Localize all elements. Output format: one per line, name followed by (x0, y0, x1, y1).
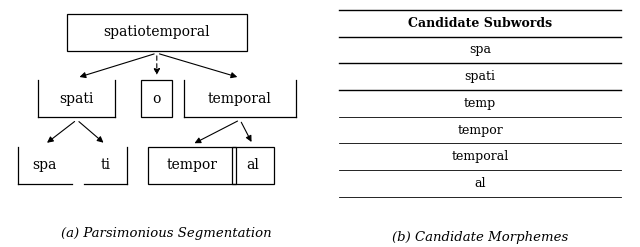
Bar (141, 80, 172, 117)
Bar (148, 147, 236, 184)
Text: spa: spa (33, 159, 57, 172)
Bar (232, 147, 274, 184)
Text: tempor: tempor (457, 124, 503, 137)
Text: ti: ti (100, 159, 111, 172)
Text: (a) Parsimonious Segmentation: (a) Parsimonious Segmentation (61, 226, 272, 240)
Text: spati: spati (60, 92, 94, 106)
Text: temporal: temporal (208, 92, 272, 106)
Text: temporal: temporal (451, 150, 509, 163)
Text: Candidate Subwords: Candidate Subwords (408, 17, 552, 30)
Text: spati: spati (465, 70, 495, 83)
Text: tempor: tempor (166, 159, 218, 172)
Text: spa: spa (469, 43, 491, 56)
Text: al: al (474, 177, 486, 190)
Text: al: al (246, 159, 259, 172)
Bar (67, 14, 247, 51)
Text: spatiotemporal: spatiotemporal (104, 25, 210, 39)
Text: (b) Candidate Morphemes: (b) Candidate Morphemes (392, 231, 568, 244)
Text: o: o (152, 92, 161, 106)
Text: temp: temp (464, 97, 496, 110)
